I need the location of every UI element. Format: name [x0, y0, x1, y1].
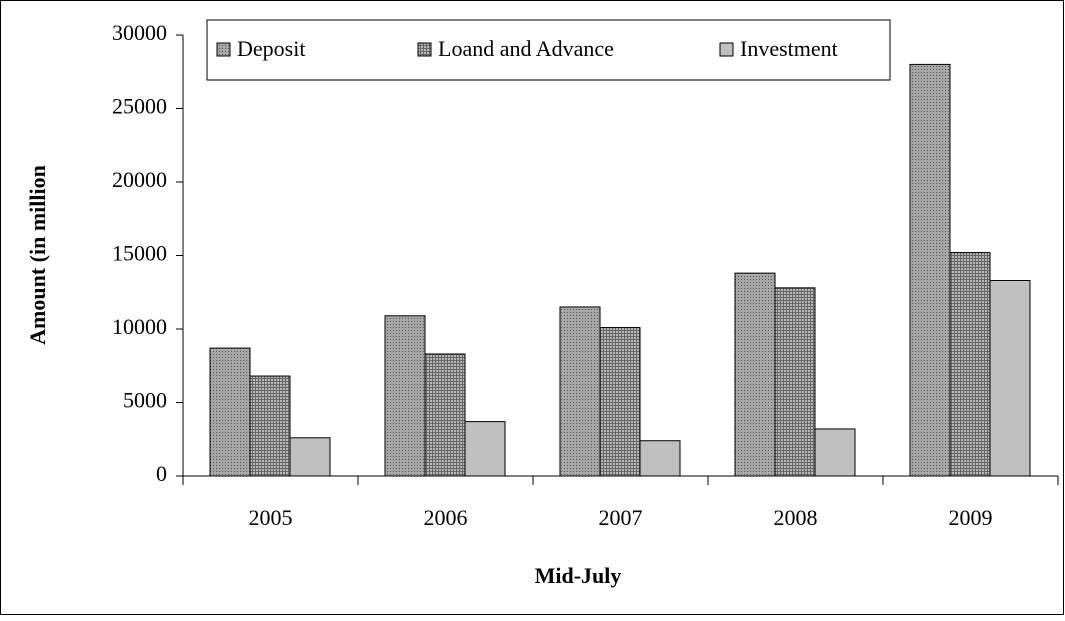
bar	[989, 279, 1031, 477]
x-axis-label: Mid-July	[535, 563, 622, 588]
y-tick-label: 25000	[112, 94, 167, 119]
y-tick-label: 0	[156, 461, 167, 486]
bar	[384, 315, 426, 477]
x-tick-label: 2007	[599, 505, 643, 530]
bar	[734, 272, 776, 477]
y-tick-label: 15000	[112, 241, 167, 266]
y-tick-label: 30000	[112, 20, 167, 45]
bar	[774, 287, 816, 477]
bar	[464, 421, 506, 477]
bar	[814, 428, 856, 477]
legend-label: Investment	[740, 36, 838, 61]
legend-box	[206, 19, 891, 81]
x-tick-label: 2005	[249, 505, 293, 530]
bar	[949, 252, 991, 477]
x-tick-label: 2006	[424, 505, 468, 530]
bar	[559, 306, 601, 477]
y-tick-label: 10000	[112, 314, 167, 339]
legend-swatch	[719, 42, 734, 57]
y-tick-label: 5000	[123, 388, 167, 413]
bar	[424, 353, 466, 477]
bar	[209, 347, 251, 477]
y-tick-label: 20000	[112, 167, 167, 192]
legend-label: Deposit	[237, 36, 305, 61]
bar	[599, 327, 641, 477]
x-tick-label: 2008	[774, 505, 818, 530]
legend-label: Loand and Advance	[438, 36, 614, 61]
bar	[289, 437, 331, 477]
bar	[249, 375, 291, 477]
x-tick-label: 2009	[949, 505, 993, 530]
bar	[909, 63, 951, 477]
bar	[639, 440, 681, 477]
legend-swatch	[417, 42, 432, 57]
y-axis-label: Amount (in million	[25, 165, 50, 345]
legend-swatch	[216, 42, 231, 57]
